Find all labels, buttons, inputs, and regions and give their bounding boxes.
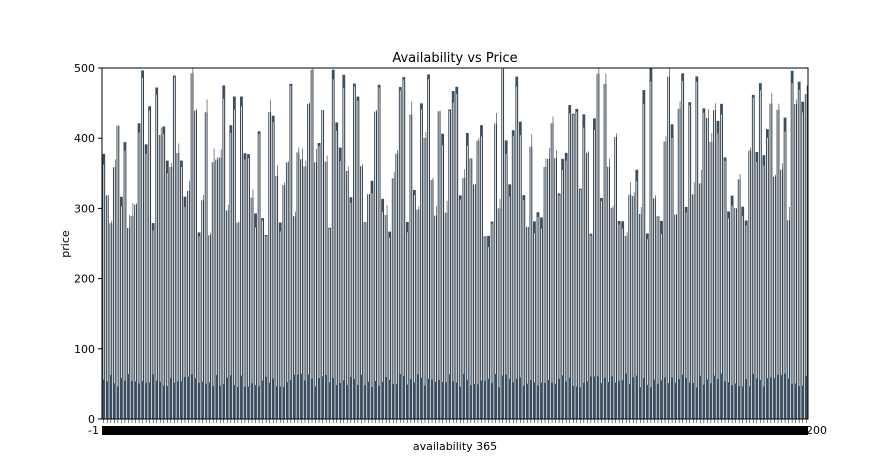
y-tick-label: 0 [88,413,95,426]
x-tick-label-first: -1 [88,424,99,437]
bar-group [102,68,808,420]
x-axis-label: availability 365 [413,440,497,453]
y-tick-label: 100 [74,343,95,356]
y-tick-label: 400 [74,132,95,145]
y-axis: 0 100 200 300 400 500 [74,62,102,426]
plot-frame [101,67,809,420]
x-axis: -1 200 [88,419,827,437]
error-bar-group [103,68,808,388]
y-tick-label: 500 [74,62,95,75]
chart-title: Availability vs Price [392,51,517,66]
x-tick-label-last: 200 [806,424,827,437]
y-tick-label: 200 [74,273,95,286]
y-tick-label: 300 [74,202,95,215]
x-tick-label-band [102,426,808,435]
y-axis-label: price [59,230,72,258]
